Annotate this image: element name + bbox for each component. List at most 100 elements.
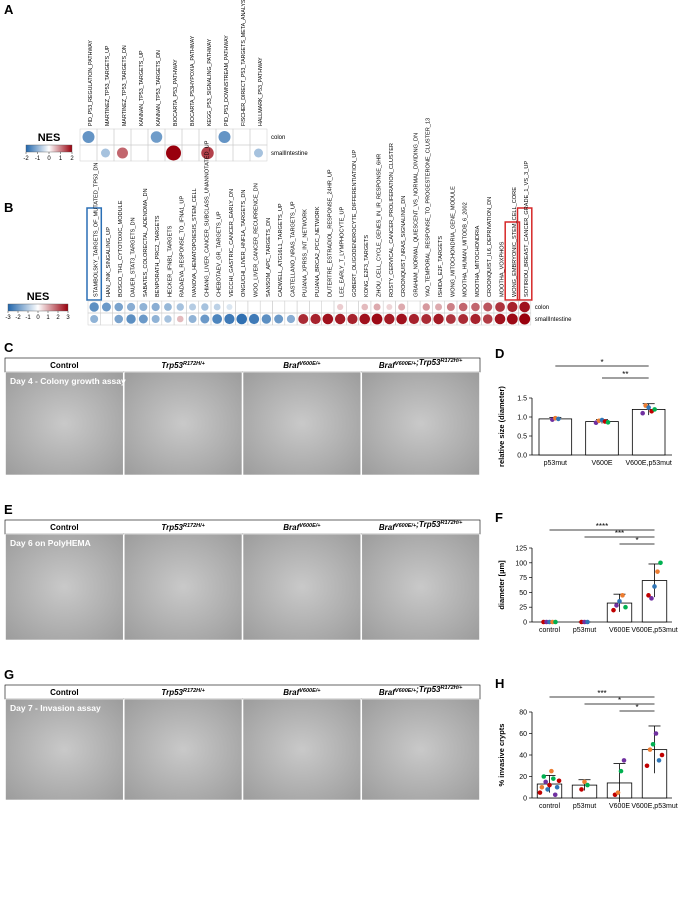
microscopy-image <box>361 698 480 801</box>
data-point <box>554 784 560 790</box>
nes-dot <box>176 303 184 311</box>
nes-dot <box>494 313 506 325</box>
cell <box>215 144 234 162</box>
header-sup: R172H/+ <box>440 520 463 526</box>
pathway-label: GOBERT_OLIGODENDROCYTE_DIFFERENTIATION_U… <box>352 150 358 297</box>
y-tick-label: 0 <box>523 796 527 803</box>
pathway-label: HAN_JNK_SINGALING_UP <box>106 227 112 297</box>
row-label: smallIntestine <box>271 151 308 157</box>
pathway-label: CROONQUIST_IL6_DEPRIVATION_DN <box>487 197 493 297</box>
nes-dot <box>212 314 223 324</box>
header-row <box>4 684 481 700</box>
data-point <box>611 607 616 613</box>
pathway-label: YAO_TEMPORAL_RESPONSE_TO_PROGESTERONE_CL… <box>426 118 432 297</box>
data-point <box>617 598 622 604</box>
cell <box>164 128 183 146</box>
column-header: BrafV600E/+;Trp53R172H/+ <box>379 685 463 697</box>
nes-dot <box>445 314 456 324</box>
nes-dot <box>347 313 358 325</box>
pathway-label: BENPORATH_PRC2_TARGETS <box>155 215 161 297</box>
column-header: BrafV600E/+ <box>283 523 321 532</box>
nes-dot <box>200 314 210 324</box>
column-header: Trp53R172H/+ <box>161 361 205 370</box>
data-point <box>652 584 657 589</box>
nes-dot <box>226 304 233 310</box>
legend-tick-label: 2 <box>56 315 60 321</box>
significance-label: **** <box>596 522 608 531</box>
nes-dot <box>126 314 136 324</box>
data-point <box>551 776 556 781</box>
legend-tick-label: -1 <box>25 315 31 321</box>
panel-label: F <box>495 510 503 525</box>
data-point <box>539 784 545 790</box>
nes-dot <box>114 314 124 324</box>
significance-label: ** <box>622 370 628 379</box>
pathway-label: DUTERTRE_ESTRADIOL_RESPONSE_24HR_UP <box>327 169 333 297</box>
nes-dot <box>337 303 344 311</box>
row-label: smallIntestine <box>535 317 572 323</box>
pathway-label: ISHIDA_E2F_TARGETS <box>438 236 444 297</box>
nes-dot <box>422 303 430 311</box>
nes-dot <box>261 314 272 324</box>
significance-label: * <box>618 696 621 705</box>
column-header: Control <box>50 688 78 697</box>
row-label: colon <box>271 135 285 141</box>
header-text: Braf <box>283 688 300 697</box>
nes-dot <box>101 302 111 312</box>
data-point <box>649 596 654 601</box>
pathway-label: CHEBOTAEV_GR_TARGETS_UP <box>217 211 223 297</box>
nes-dot <box>519 301 530 313</box>
data-point <box>552 792 558 798</box>
cell <box>407 300 421 314</box>
data-point <box>618 768 624 774</box>
bar <box>631 408 666 456</box>
cell <box>296 300 310 314</box>
nes-dot <box>201 146 214 160</box>
pathway-label: SABATES_COLORECTAL_ADENOMA_DN <box>143 188 149 297</box>
panel-label: G <box>4 667 14 682</box>
y-tick-label: 1.0 <box>517 415 527 422</box>
data-point <box>646 593 651 598</box>
pathway-label: ONGUCHI_LIVER_HNF1A_TARGETS_DN <box>241 190 247 297</box>
data-point <box>614 603 619 608</box>
pathway-label: KEGG_P53_SIGNALING_PATHWAY <box>207 38 213 126</box>
data-point <box>615 790 621 795</box>
data-point <box>650 741 656 747</box>
nes-dot <box>482 314 493 324</box>
column-header: BrafV600E/+ <box>283 688 321 697</box>
header-sup: V600E/+ <box>299 688 321 694</box>
nes-dot <box>396 313 407 325</box>
header-sup: V600E/+ <box>395 361 417 367</box>
legend-tick-label: -1 <box>35 156 41 162</box>
data-point <box>585 619 590 625</box>
pathway-label: WOO_LIVER_CANCER_RECURRENCE_DN <box>254 183 260 297</box>
data-point <box>620 593 625 598</box>
nes-dot <box>359 313 371 325</box>
data-point <box>579 787 584 792</box>
nes-dot <box>458 302 468 312</box>
microscopy-image <box>242 371 362 476</box>
microscopy-image <box>123 533 243 641</box>
pathway-label: WONG_EMBRYONIC_STEM_CELL_CORE <box>512 187 518 297</box>
cell <box>272 300 286 314</box>
pathway-label: MOOTHA_VOXPHOS <box>500 241 506 297</box>
data-point <box>547 782 552 788</box>
x-tick-label: V600E <box>609 627 630 634</box>
nes-dot <box>213 303 221 311</box>
pathway-label: PUJANA_XPRSS_INT_NETWORK <box>303 209 309 297</box>
pathway-label: BOSCO_TH1_CYTOTOXIC_MODULE <box>118 200 124 297</box>
data-point <box>556 778 562 784</box>
nes-dot <box>151 302 160 312</box>
column-header: BrafV600E/+;Trp53R172H/+ <box>379 358 463 370</box>
cell <box>232 144 251 162</box>
pathway-label: DAUER_STAT3_TARGETS_DN <box>131 217 137 297</box>
nes-dot <box>176 315 184 323</box>
nes-dot <box>433 313 444 325</box>
header-sup: R172H/+ <box>183 361 206 367</box>
nes-dot <box>82 131 95 143</box>
x-tick-label: p53mut <box>573 803 596 810</box>
nes-dot <box>164 303 172 311</box>
nes-dot <box>138 314 148 324</box>
header-text: Control <box>50 523 78 532</box>
nes-dot <box>386 304 393 310</box>
